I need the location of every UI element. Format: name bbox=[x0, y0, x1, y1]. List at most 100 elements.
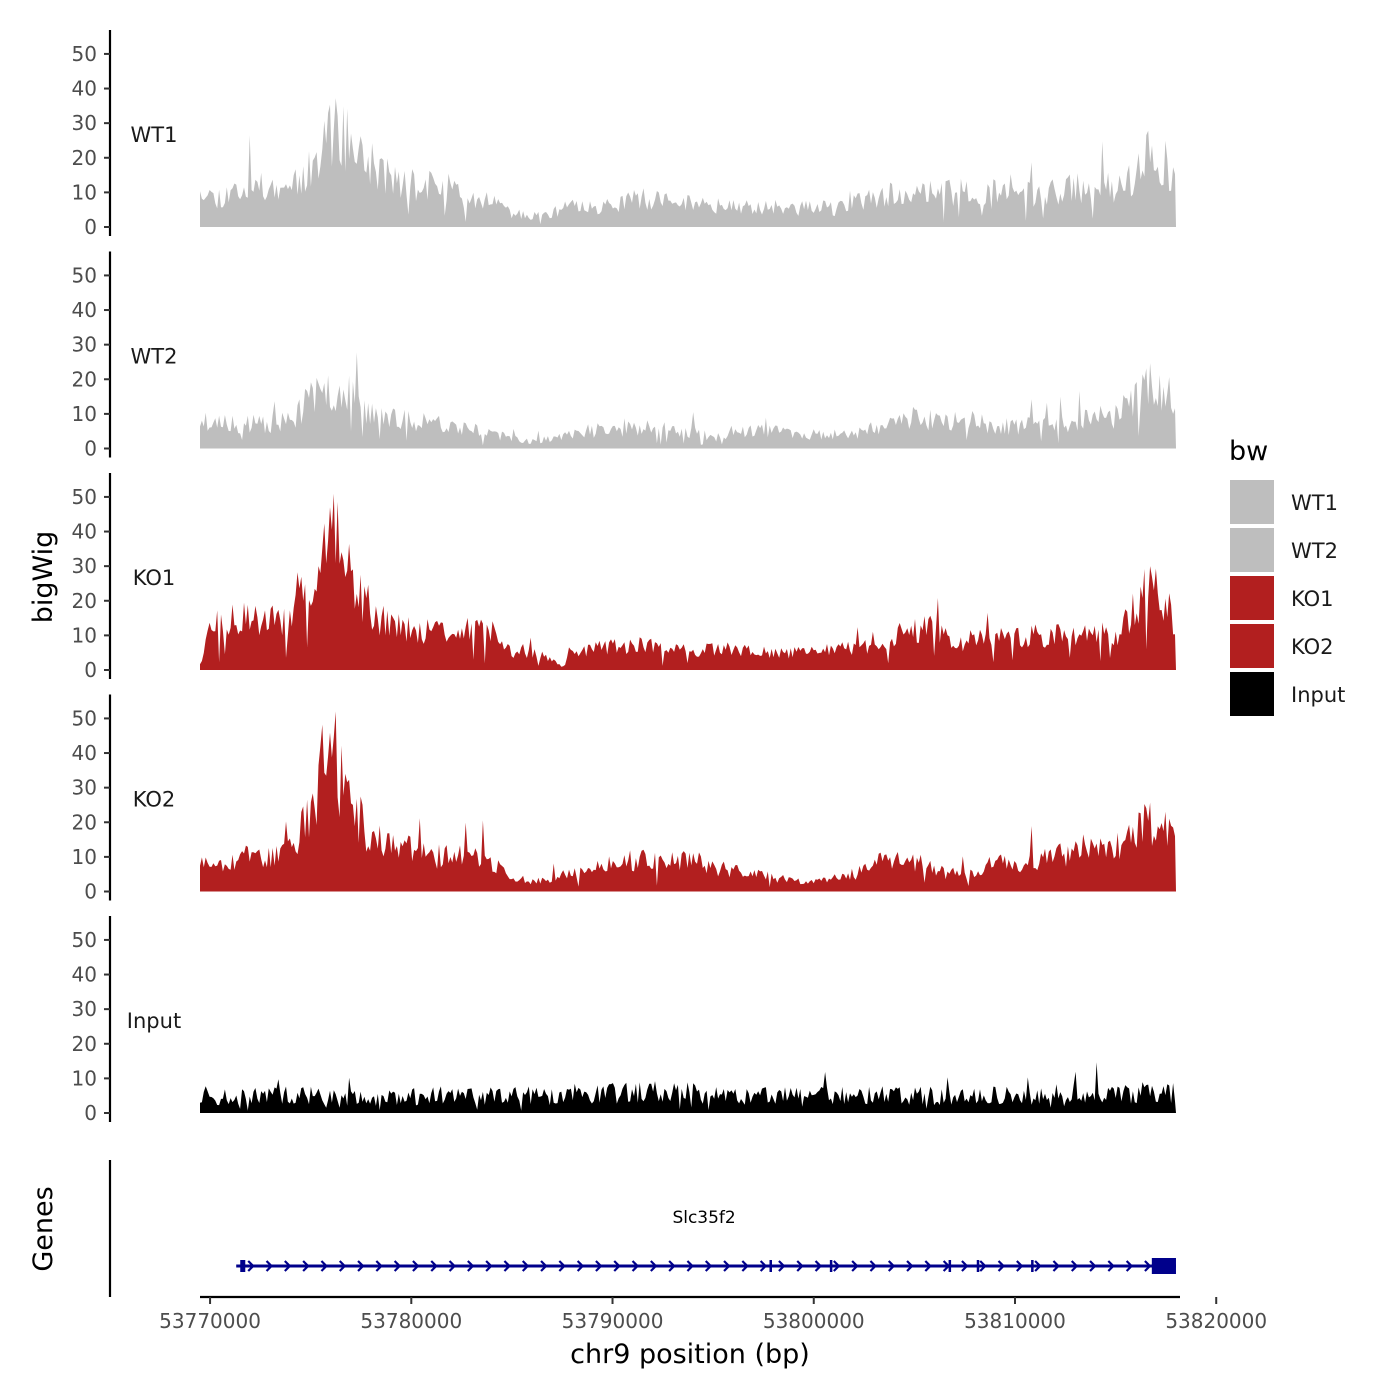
gene-track-title: Genes bbox=[28, 1186, 59, 1271]
legend: bw WT1 WT2 KO1 KO2 Input bbox=[1229, 436, 1345, 716]
legend-swatch-ko1 bbox=[1230, 576, 1274, 620]
x-tick-label: 53810000 bbox=[964, 1309, 1066, 1333]
x-tick-label: 53820000 bbox=[1165, 1309, 1267, 1333]
y-tick-label: 50 bbox=[72, 928, 97, 952]
y-tick-label: 0 bbox=[84, 1101, 97, 1125]
y-tick-label: 40 bbox=[72, 77, 97, 101]
legend-title: bw bbox=[1229, 436, 1268, 467]
gene-exon bbox=[769, 1260, 772, 1272]
strand-arrow bbox=[741, 1260, 749, 1272]
y-tick-label: 0 bbox=[84, 437, 97, 461]
track-label-input: Input bbox=[127, 1009, 181, 1033]
strand-arrow bbox=[906, 1260, 914, 1272]
y-tick-label: 40 bbox=[72, 963, 97, 987]
y-tick-label: 0 bbox=[84, 215, 97, 239]
strand-arrow bbox=[338, 1260, 347, 1272]
strand-arrow bbox=[613, 1260, 621, 1272]
legend-label-wt2: WT2 bbox=[1291, 539, 1338, 563]
x-tick-label: 53780000 bbox=[360, 1309, 462, 1333]
y-tick-label: 10 bbox=[72, 623, 97, 647]
legend-swatch-ko2 bbox=[1230, 624, 1274, 668]
strand-arrow bbox=[814, 1260, 823, 1272]
gene-exon bbox=[829, 1260, 833, 1272]
x-axis-title: chr9 position (bp) bbox=[570, 1339, 810, 1370]
y-tick-label: 10 bbox=[72, 845, 97, 869]
strand-arrow bbox=[302, 1260, 310, 1272]
strand-arrow bbox=[503, 1260, 511, 1272]
y-axis-title: bigWig bbox=[28, 531, 59, 624]
legend-items: WT1 WT2 KO1 KO2 Input bbox=[1230, 480, 1345, 716]
strand-arrow bbox=[412, 1260, 420, 1272]
x-tick-label: 53800000 bbox=[763, 1309, 865, 1333]
strand-arrow bbox=[778, 1260, 786, 1272]
strand-arrow bbox=[448, 1260, 457, 1272]
strand-arrow bbox=[1089, 1260, 1097, 1272]
y-tick-label: 20 bbox=[72, 367, 97, 391]
y-tick-label: 30 bbox=[72, 111, 97, 135]
strand-arrow bbox=[540, 1260, 548, 1272]
y-tick-label: 30 bbox=[72, 554, 97, 578]
y-tick-label: 40 bbox=[72, 741, 97, 765]
strand-arrow bbox=[887, 1260, 896, 1272]
strand-arrow bbox=[1070, 1260, 1079, 1272]
track-label-wt1: WT1 bbox=[131, 123, 178, 147]
legend-label-input: Input bbox=[1291, 683, 1345, 707]
strand-arrow bbox=[650, 1260, 658, 1272]
panel-wt1: 0 10 20 30 40 50 WT1 bbox=[72, 30, 1176, 239]
strand-arrow bbox=[320, 1260, 328, 1272]
strand-arrow bbox=[1034, 1260, 1042, 1272]
gene-track-panel: Slc35f2 bbox=[108, 1160, 1176, 1297]
legend-swatch-wt1 bbox=[1230, 480, 1274, 524]
gene-exon bbox=[1151, 1258, 1176, 1274]
gene-exon bbox=[948, 1260, 952, 1272]
y-tick-label: 50 bbox=[72, 485, 97, 509]
coverage-area-input bbox=[200, 1062, 1176, 1113]
y-tick-label: 30 bbox=[72, 997, 97, 1021]
gene-name-label: Slc35f2 bbox=[672, 1208, 735, 1228]
x-axis: 53770000 53780000 53790000 53800000 53810000… bbox=[159, 1295, 1267, 1333]
strand-arrow bbox=[595, 1260, 603, 1272]
strand-arrow bbox=[265, 1260, 274, 1272]
strand-arrow bbox=[284, 1260, 292, 1272]
strand-arrow bbox=[1016, 1260, 1024, 1272]
y-tick-label: 50 bbox=[72, 42, 97, 66]
coverage-area-ko2 bbox=[200, 711, 1176, 892]
strand-arrow bbox=[1107, 1260, 1115, 1272]
strand-arrow bbox=[924, 1260, 932, 1272]
x-tick-label: 53790000 bbox=[562, 1309, 664, 1333]
strand-arrow bbox=[631, 1260, 640, 1272]
coverage-panels: 0 10 20 30 40 50 WT1 0 10 20 30 40 50 WT2 0 10 20 30 40 50 K… bbox=[72, 30, 1176, 1125]
panel-ko1: 0 10 20 30 40 50 KO1 bbox=[72, 473, 1176, 682]
y-tick-label: 20 bbox=[72, 146, 97, 170]
strand-arrow bbox=[979, 1260, 987, 1272]
strand-arrow bbox=[851, 1260, 859, 1272]
strand-arrow bbox=[759, 1260, 768, 1272]
strand-arrow bbox=[704, 1260, 713, 1272]
strand-arrow bbox=[430, 1260, 438, 1272]
strand-arrow bbox=[521, 1260, 530, 1272]
coverage-area-wt1 bbox=[200, 98, 1176, 227]
legend-label-ko1: KO1 bbox=[1291, 587, 1334, 611]
strand-arrow bbox=[869, 1260, 877, 1272]
y-tick-label: 20 bbox=[72, 810, 97, 834]
strand-arrow bbox=[558, 1260, 566, 1272]
gene-exon bbox=[1031, 1260, 1034, 1272]
strand-arrow bbox=[1052, 1260, 1060, 1272]
strand-arrow bbox=[247, 1260, 255, 1272]
strand-arrow bbox=[485, 1260, 493, 1272]
strand-arrow bbox=[723, 1260, 731, 1272]
y-tick-label: 0 bbox=[84, 880, 97, 904]
y-tick-label: 50 bbox=[72, 706, 97, 730]
panel-input: 0 10 20 30 40 50 Input bbox=[72, 916, 1176, 1125]
legend-swatch-wt2 bbox=[1230, 528, 1274, 572]
strand-arrow bbox=[1144, 1260, 1152, 1272]
track-label-ko2: KO2 bbox=[133, 788, 176, 812]
strand-arrow bbox=[467, 1260, 475, 1272]
y-tick-label: 20 bbox=[72, 1032, 97, 1056]
y-tick-label: 40 bbox=[72, 520, 97, 544]
gene-exon bbox=[240, 1260, 246, 1272]
y-tick-label: 10 bbox=[72, 1066, 97, 1090]
strand-arrow bbox=[686, 1260, 694, 1272]
strand-arrow bbox=[1125, 1260, 1134, 1272]
